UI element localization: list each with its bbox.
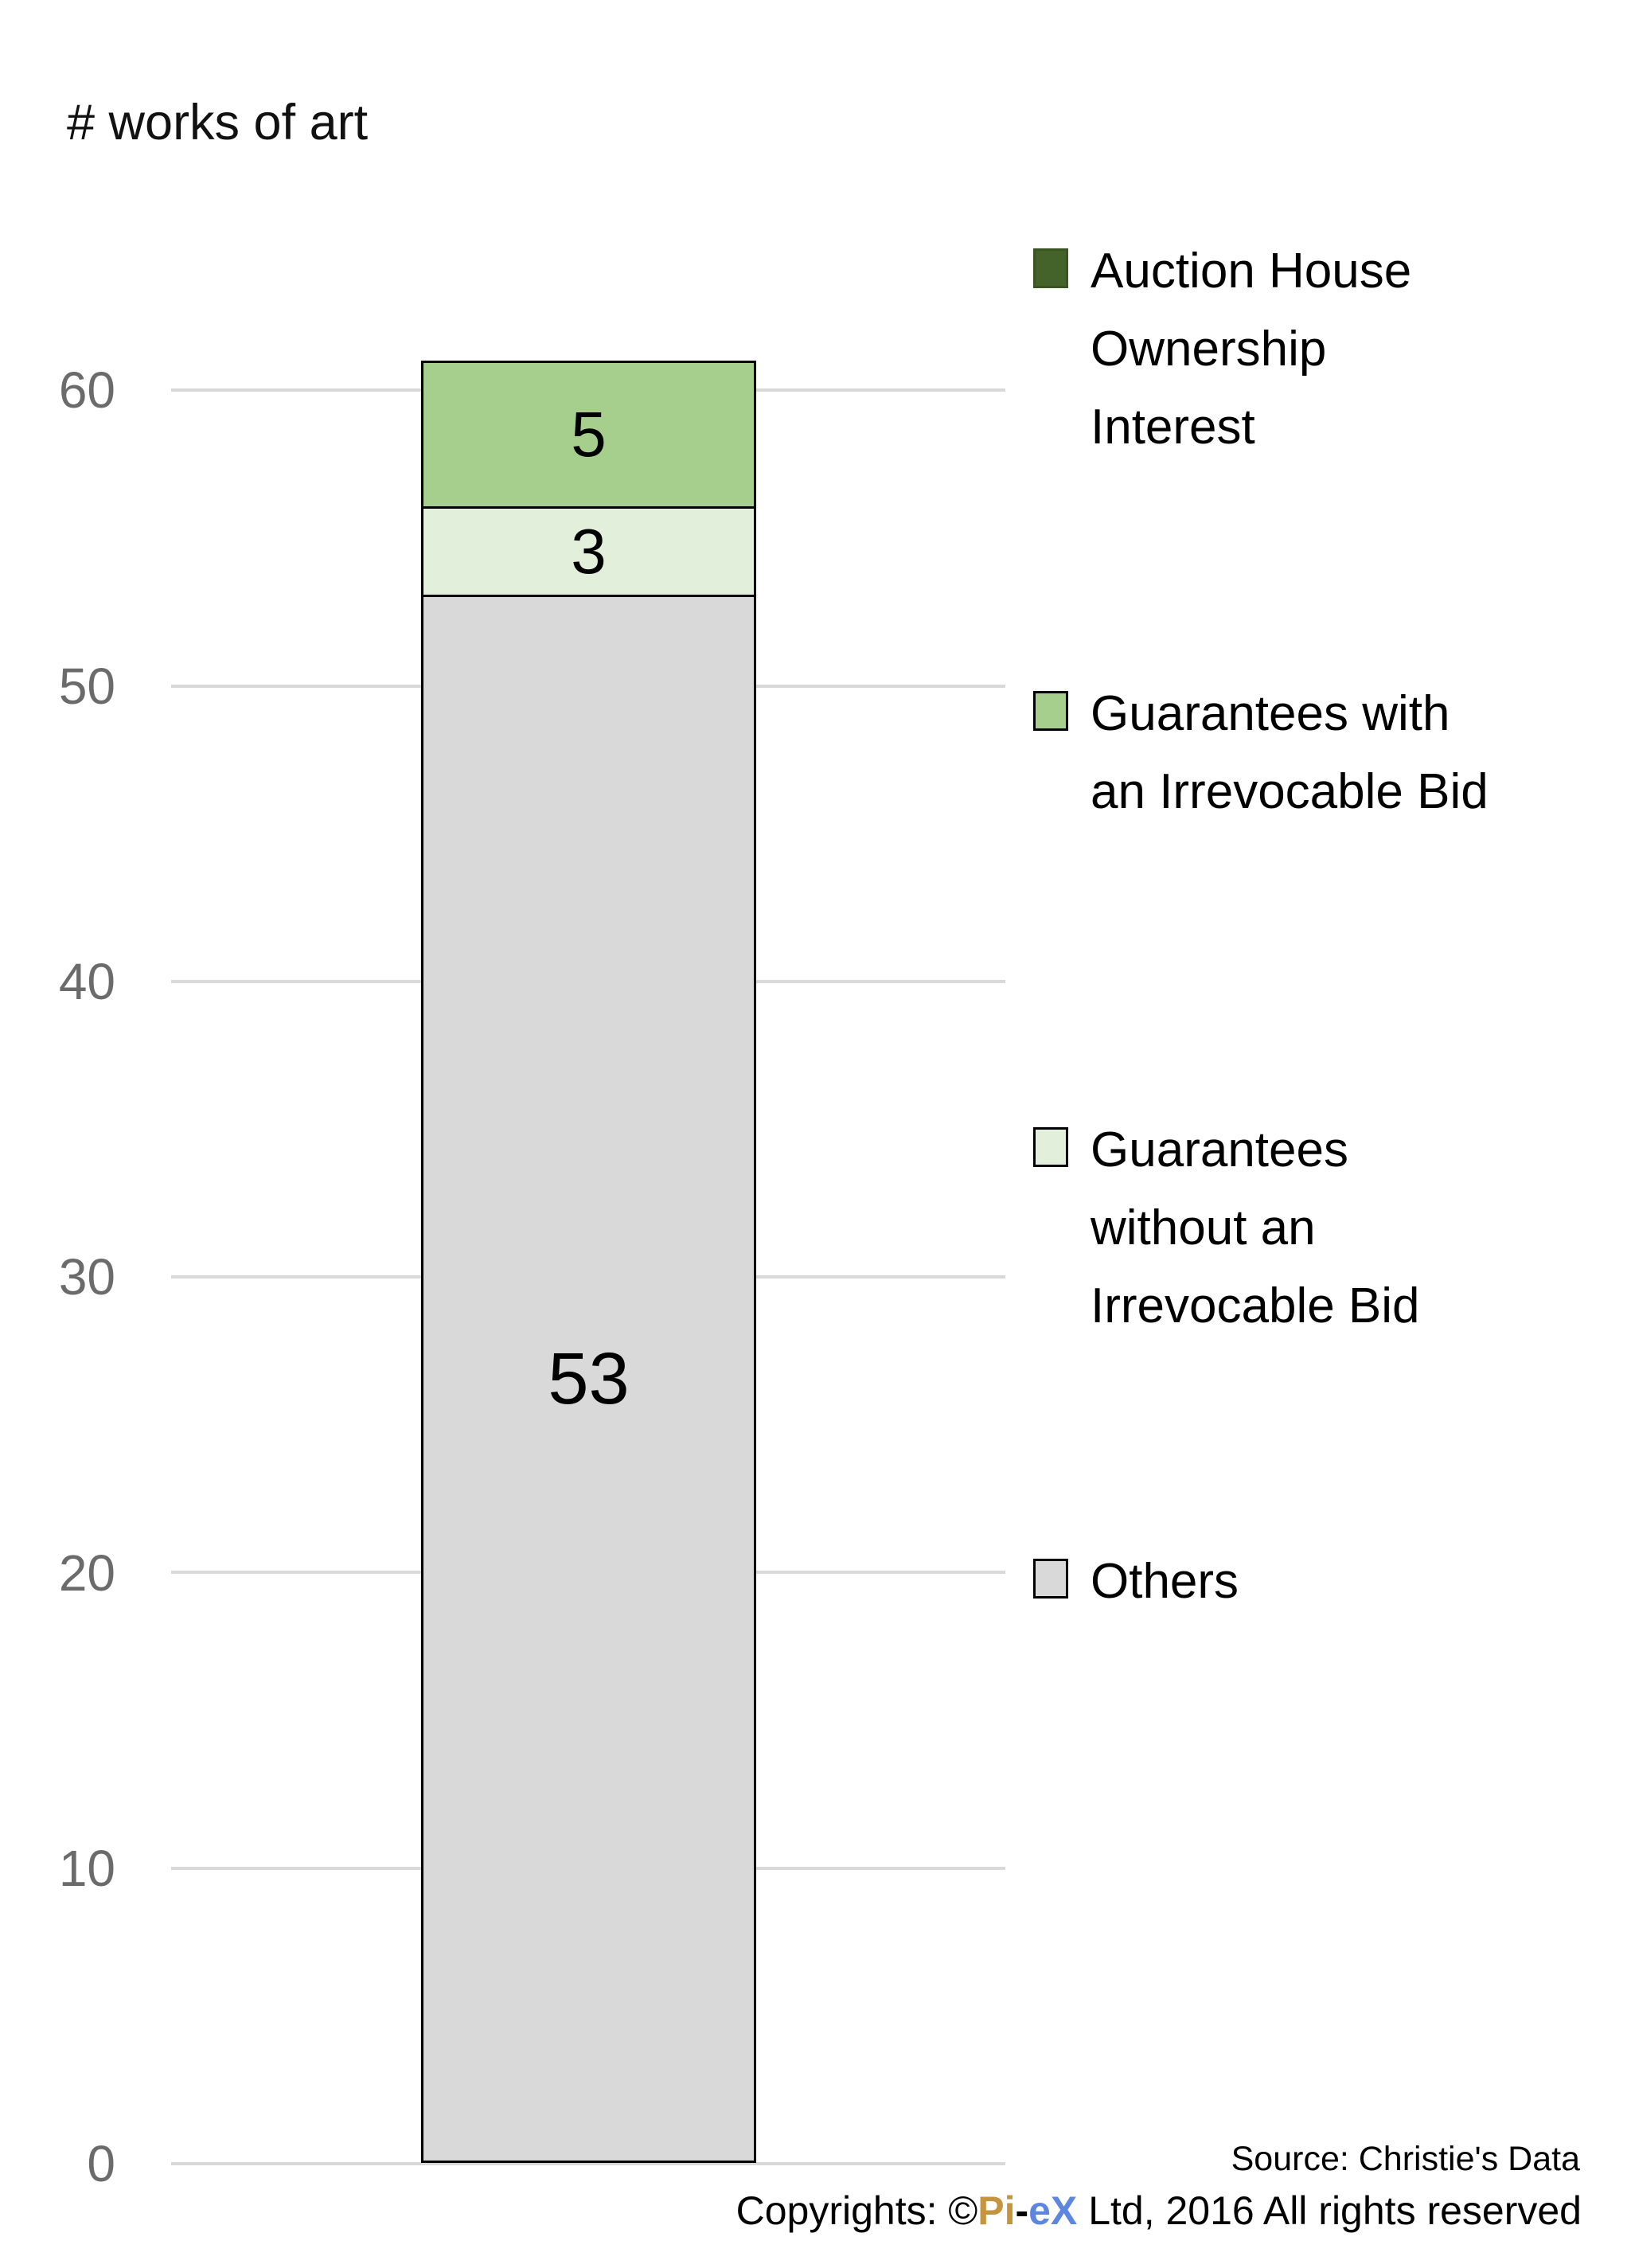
legend-item-guarantees-without-irrevocable-bid: Guarantees without an Irrevocable Bid: [1033, 1111, 1420, 1345]
y-tick-60: 60: [58, 361, 115, 419]
legend-item-others: Others: [1033, 1543, 1239, 1621]
stacked-bar: 5 3 53: [421, 361, 756, 2163]
brand-ex: eX: [1028, 2188, 1078, 2233]
source-text: Source: Christie's Data: [1231, 2140, 1580, 2178]
y-tick-0: 0: [87, 2135, 115, 2192]
legend-label: Guarantees with an Irrevocable Bid: [1091, 686, 1489, 819]
chart-title: # works of art: [67, 95, 369, 150]
copyright-text: Copyrights: ©Pi-eX Ltd, 2016 All rights …: [736, 2188, 1582, 2234]
y-tick-50: 50: [58, 658, 115, 715]
brand-dash: -: [1015, 2188, 1029, 2233]
legend-swatch-dark-green-icon: [1033, 248, 1068, 288]
y-tick-10: 10: [58, 1840, 115, 1897]
legend-label: Auction House Ownership Interest: [1091, 244, 1412, 455]
bar-label-others: 53: [548, 1337, 630, 1419]
bar-segment-others: 53: [421, 597, 756, 2163]
gridline-0: [171, 2162, 1005, 2165]
legend-item-guarantees-with-irrevocable-bid: Guarantees with an Irrevocable Bid: [1033, 675, 1489, 831]
legend-label: Others: [1091, 1554, 1239, 1609]
legend-swatch-light-green-icon: [1033, 1127, 1068, 1167]
bar-segment-guarantees-with-irrevocable-bid: 5: [421, 361, 756, 509]
bar-label-guarantees-with-irrevocable-bid: 5: [571, 399, 607, 470]
y-tick-20: 20: [58, 1544, 115, 1602]
copyright-suffix: Ltd, 2016 All rights reserved: [1077, 2188, 1582, 2233]
brand-pi: Pi: [977, 2188, 1016, 2233]
legend-swatch-gray-icon: [1033, 1559, 1068, 1599]
copyright-prefix: Copyrights: ©: [736, 2188, 978, 2233]
y-tick-40: 40: [58, 953, 115, 1010]
bar-segment-guarantees-without-irrevocable-bid: 3: [421, 509, 756, 597]
legend-swatch-green-icon: [1033, 691, 1068, 731]
legend-label: Guarantees without an Irrevocable Bid: [1091, 1122, 1420, 1333]
legend-item-auction-house-ownership-interest: Auction House Ownership Interest: [1033, 232, 1411, 466]
bar-label-guarantees-without-irrevocable-bid: 3: [571, 516, 607, 587]
y-tick-30: 30: [58, 1248, 115, 1306]
